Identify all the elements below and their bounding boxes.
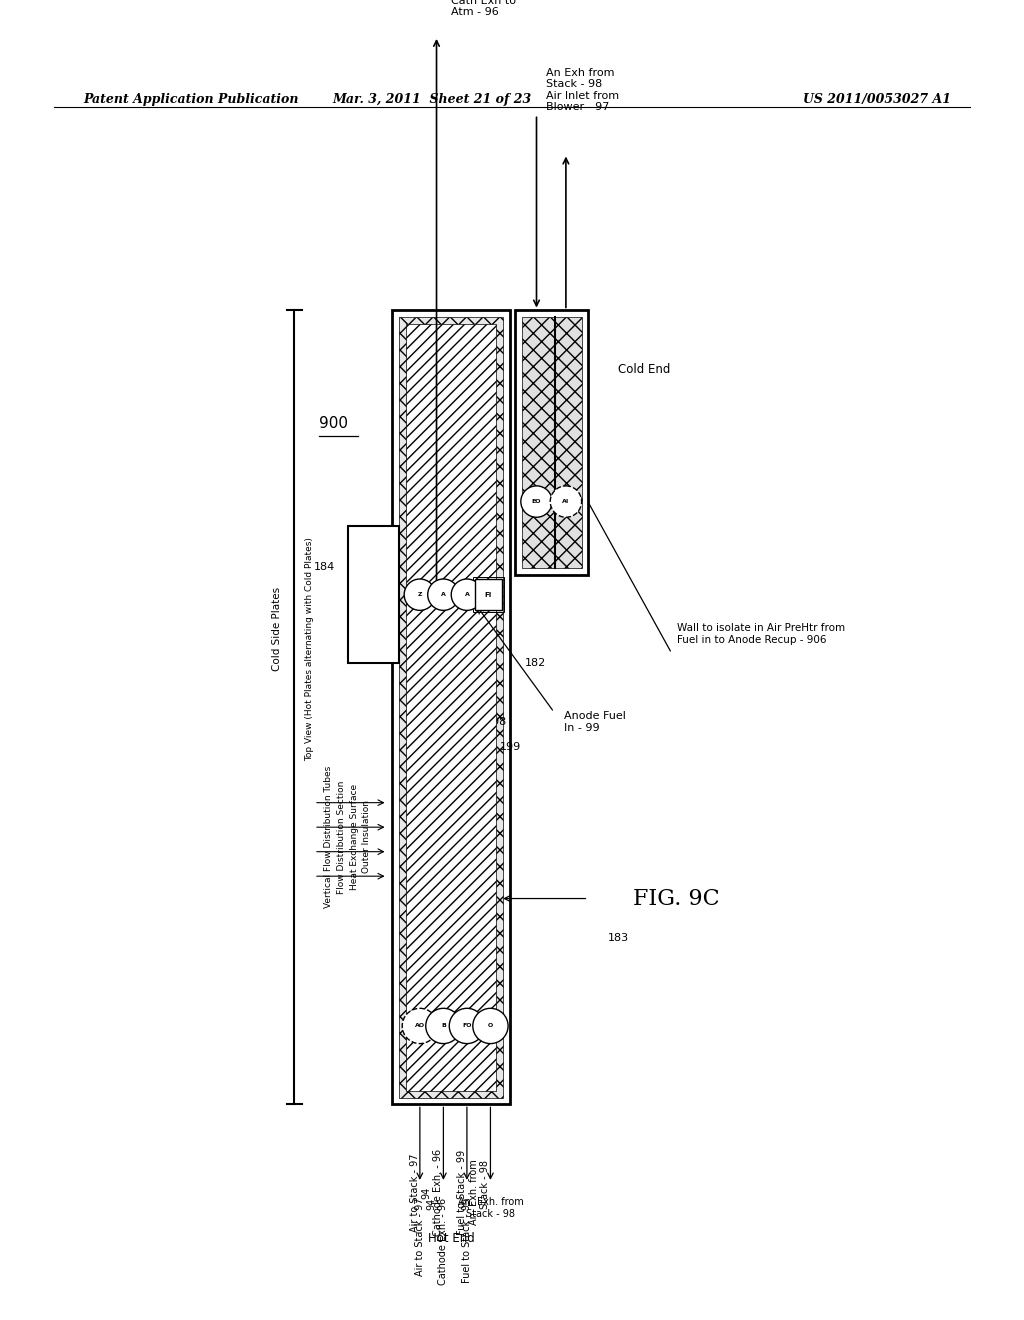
Text: An. Exh. from
Stack - 98: An. Exh. from Stack - 98 — [469, 1160, 490, 1225]
Circle shape — [521, 486, 552, 517]
Circle shape — [473, 1008, 508, 1044]
Text: Cold Side Plates: Cold Side Plates — [271, 587, 282, 671]
Text: B: B — [441, 1023, 445, 1028]
Text: FO: FO — [462, 1023, 472, 1028]
Text: FI: FI — [484, 591, 493, 598]
Text: Air to Stack - 97: Air to Stack - 97 — [410, 1154, 420, 1232]
Bar — [392, 310, 510, 1105]
Text: Hot End: Hot End — [428, 1232, 474, 1245]
Bar — [407, 325, 497, 1090]
Bar — [522, 317, 582, 568]
Text: An Exh from
Stack - 98
Air Inlet from
Blower - 97: An Exh from Stack - 98 Air Inlet from Bl… — [547, 67, 620, 112]
Text: Vertical Flow Distribution Tubes: Vertical Flow Distribution Tubes — [325, 766, 333, 908]
Text: US 2011/0053027 A1: US 2011/0053027 A1 — [803, 92, 951, 106]
Text: AO: AO — [415, 1023, 425, 1028]
Bar — [473, 577, 504, 612]
Text: 94: 94 — [427, 1197, 436, 1209]
Circle shape — [428, 579, 459, 610]
Circle shape — [404, 579, 435, 610]
Text: 198: 198 — [485, 717, 507, 727]
Text: FIG. 9C: FIG. 9C — [634, 887, 720, 909]
Text: Cath Exh to
Atm - 96: Cath Exh to Atm - 96 — [452, 0, 516, 17]
Text: A: A — [441, 593, 445, 597]
Text: Top View (Hot Plates alternating with Cold Plates): Top View (Hot Plates alternating with Co… — [304, 537, 313, 760]
Text: 900: 900 — [318, 416, 348, 430]
Circle shape — [402, 1008, 437, 1044]
Text: 94: 94 — [422, 1187, 432, 1199]
Text: Mar. 3, 2011  Sheet 21 of 23: Mar. 3, 2011 Sheet 21 of 23 — [332, 92, 531, 106]
Bar — [515, 310, 589, 576]
Bar — [399, 317, 503, 1097]
Text: 182: 182 — [524, 659, 546, 668]
Text: Z: Z — [418, 593, 422, 597]
Circle shape — [550, 486, 582, 517]
Text: Anode Fuel
In - 99: Anode Fuel In - 99 — [564, 711, 626, 733]
Text: Air to Stack - 97: Air to Stack - 97 — [415, 1197, 425, 1276]
Bar — [475, 579, 502, 610]
Text: Heat Exchange Surface: Heat Exchange Surface — [349, 784, 358, 890]
Text: O: O — [487, 1023, 494, 1028]
Text: 199: 199 — [501, 742, 521, 751]
Text: 184: 184 — [314, 562, 335, 573]
Circle shape — [452, 579, 482, 610]
Bar — [348, 527, 399, 663]
Text: Fuel to Stack - 99: Fuel to Stack - 99 — [462, 1197, 472, 1283]
Text: A: A — [465, 593, 469, 597]
Text: Cold End: Cold End — [617, 363, 671, 376]
Text: Patent Application Publication: Patent Application Publication — [84, 92, 299, 106]
Text: An. Exh. from
Stack - 98: An. Exh. from Stack - 98 — [458, 1197, 523, 1220]
Circle shape — [426, 1008, 461, 1044]
Text: Cathode Exh. - 96: Cathode Exh. - 96 — [438, 1197, 449, 1284]
Text: Flow Distribution Section: Flow Distribution Section — [337, 780, 346, 894]
Text: Cathode Exh. - 96: Cathode Exh. - 96 — [433, 1148, 443, 1236]
Text: EO: EO — [531, 499, 542, 504]
Circle shape — [450, 1008, 484, 1044]
Text: Outer Insulation: Outer Insulation — [362, 800, 372, 874]
Text: 183: 183 — [608, 933, 629, 942]
Text: Wall to isolate in Air PreHtr from
Fuel in to Anode Recup - 906: Wall to isolate in Air PreHtr from Fuel … — [677, 623, 845, 644]
Text: Fuel to Stack - 99: Fuel to Stack - 99 — [457, 1150, 467, 1236]
Text: AI: AI — [562, 499, 569, 504]
